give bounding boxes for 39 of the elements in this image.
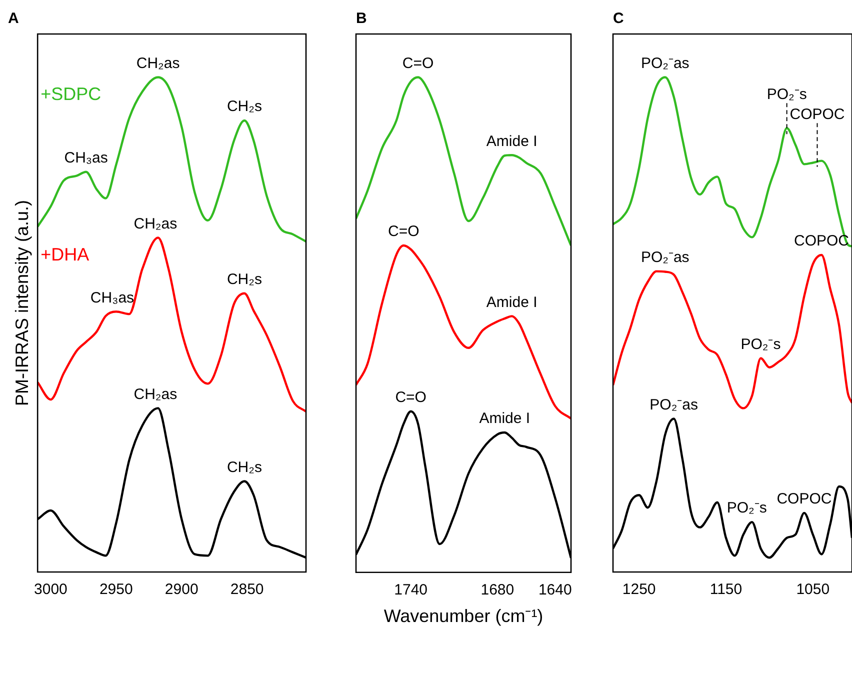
x-tick-label: 3000 (34, 581, 68, 598)
annotation: PO₂⁻s (726, 500, 767, 517)
annotation: PO₂⁻s (766, 86, 807, 103)
y-axis-title: PM-IRRAS intensity (a.u.) (12, 200, 32, 406)
x-tick-label: 1640 (538, 582, 572, 599)
x-axis-title: Wavenumber (cm⁻¹) (384, 606, 544, 626)
annotation: C=O (402, 54, 434, 72)
annotation: CH₂s (226, 271, 262, 288)
annotation: PO₂⁻s (740, 336, 781, 353)
annotation: Amide I (486, 132, 538, 150)
chart-title: C (613, 10, 624, 28)
annotation: PO₂⁻as (640, 54, 690, 72)
annotation: COPOC (790, 106, 845, 123)
x-tick-label: 1250 (622, 581, 656, 598)
annotation: CH₂as (134, 386, 178, 403)
annotation: CH₂s (226, 458, 262, 476)
annotation: COPOC (776, 490, 832, 508)
x-tick-label: 2950 (99, 581, 133, 598)
annotation: Amide I (486, 294, 538, 311)
annotation: Amide I (479, 410, 530, 428)
chart-title: B (356, 10, 367, 28)
series-label: +SDPC (40, 84, 102, 104)
annotation: CH₃as (90, 289, 134, 306)
annotation: PO₂⁻as (640, 248, 690, 266)
x-tick-label: 2850 (230, 581, 264, 598)
x-tick-label: 1050 (796, 581, 830, 598)
x-tick-label: 1680 (480, 582, 514, 599)
annotation: C=O (395, 389, 426, 406)
annotation: C=O (388, 223, 420, 240)
chart-title: A (8, 10, 19, 28)
annotation: CH₂as (134, 215, 178, 232)
x-tick-label: 1150 (710, 581, 742, 598)
annotation: PO₂⁻as (650, 396, 698, 414)
annotation: CH₂s (226, 98, 262, 116)
x-tick-label: 2900 (164, 581, 198, 598)
annotation: CH₂as (136, 54, 180, 72)
annotation: CH₃as (64, 150, 108, 167)
x-tick-label: 1740 (394, 582, 428, 599)
text: +DHA (40, 244, 90, 265)
